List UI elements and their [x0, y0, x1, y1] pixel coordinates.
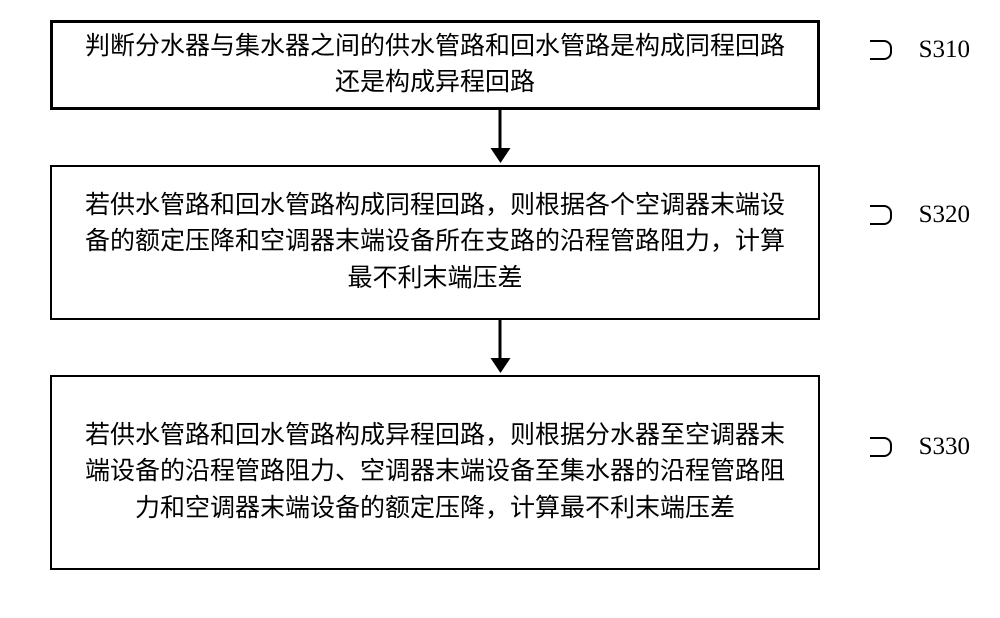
- step-label-s310: S310: [919, 36, 970, 64]
- arrow-s310-to-s320: [499, 110, 502, 152]
- label-connector-s310: [870, 40, 892, 60]
- flow-step-s310: 判断分水器与集水器之间的供水管路和回水管路是构成同程回路还是构成异程回路: [50, 20, 820, 110]
- flow-step-s330: 若供水管路和回水管路构成异程回路，则根据分水器至空调器末端设备的沿程管路阻力、空…: [50, 375, 820, 570]
- flow-step-text: 判断分水器与集水器之间的供水管路和回水管路是构成同程回路还是构成异程回路: [81, 29, 789, 102]
- flow-step-text: 若供水管路和回水管路构成异程回路，则根据分水器至空调器末端设备的沿程管路阻力、空…: [80, 418, 790, 527]
- arrow-s320-to-s330: [499, 320, 502, 362]
- step-label-s330: S330: [919, 433, 970, 461]
- label-connector-s320: [870, 205, 892, 225]
- step-label-s320: S320: [919, 201, 970, 229]
- flowchart-container: 判断分水器与集水器之间的供水管路和回水管路是构成同程回路还是构成异程回路 若供水…: [50, 20, 950, 570]
- label-connector-s330: [870, 437, 892, 457]
- flow-step-s320: 若供水管路和回水管路构成同程回路，则根据各个空调器末端设备的额定压降和空调器末端…: [50, 165, 820, 320]
- flow-step-text: 若供水管路和回水管路构成同程回路，则根据各个空调器末端设备的额定压降和空调器末端…: [80, 188, 790, 297]
